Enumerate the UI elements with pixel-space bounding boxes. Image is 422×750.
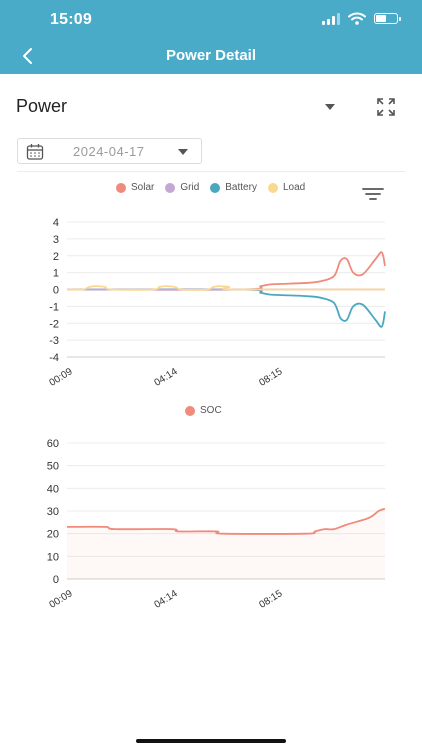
x-tick-label: 04:14 xyxy=(152,588,179,611)
x-tick-label: 08:15 xyxy=(257,366,284,389)
legend-dot-solar xyxy=(116,182,126,193)
x-tick-label: 00:09 xyxy=(48,366,75,389)
y-tick-label: 10 xyxy=(47,551,59,563)
y-tick-label: 60 xyxy=(47,438,59,450)
wifi-icon xyxy=(348,12,366,25)
series-line-load xyxy=(66,285,386,291)
home-indicator xyxy=(136,739,286,743)
y-tick-label: 30 xyxy=(47,506,59,518)
power-selector[interactable]: Power xyxy=(16,94,406,120)
y-tick-label: 1 xyxy=(53,268,59,280)
soc-chart-legend: SOC xyxy=(185,405,222,416)
soc-chart: 60 50 40 30 20 10 0 00:09 04:14 08:15 xyxy=(47,438,386,611)
signal-icon xyxy=(322,12,340,25)
x-tick-label: 00:09 xyxy=(48,588,75,611)
y-tick-label: -3 xyxy=(49,335,59,347)
legend-label-grid: Grid xyxy=(180,182,200,193)
chevron-down-icon[interactable] xyxy=(178,148,188,156)
legend-label-battery: Battery xyxy=(225,182,257,193)
legend-label-soc: SOC xyxy=(200,405,222,416)
y-tick-label: 3 xyxy=(53,234,59,246)
legend-dot-battery xyxy=(210,182,221,193)
legend-dot-load xyxy=(267,182,278,193)
y-tick-label: 40 xyxy=(47,483,59,495)
series-line-solar xyxy=(66,251,386,291)
series-area-soc xyxy=(67,508,385,579)
y-tick-label: -4 xyxy=(49,352,59,364)
series-line-battery xyxy=(66,288,386,328)
legend-item-battery[interactable]: Battery xyxy=(210,182,257,193)
divider xyxy=(17,171,405,172)
y-tick-label: 0 xyxy=(53,285,59,297)
date-value: 2024-04-17 xyxy=(73,144,145,159)
power-chart: 4 3 2 1 0 -1 -2 -3 -4 00:09 04:14 08:15 xyxy=(48,217,386,389)
legend-dot-grid xyxy=(165,182,176,193)
date-picker[interactable]: 2024-04-17 xyxy=(17,138,202,164)
y-tick-label: 4 xyxy=(53,217,59,229)
x-tick-label: 08:15 xyxy=(257,588,284,611)
expand-icon[interactable] xyxy=(376,97,396,117)
legend-item-soc[interactable]: SOC xyxy=(185,405,222,416)
y-tick-label: -2 xyxy=(49,318,59,330)
y-tick-label: 20 xyxy=(47,529,59,541)
power-chart-legend: Solar Grid Battery Load xyxy=(116,182,305,193)
legend-label-solar: Solar xyxy=(131,182,155,193)
power-selector-label: Power xyxy=(16,96,68,116)
legend-label-load: Load xyxy=(282,182,306,193)
status-time: 15:09 xyxy=(50,11,92,28)
battery-icon xyxy=(374,13,401,24)
dropdown-triangle-icon[interactable] xyxy=(324,101,336,113)
series-line-soc xyxy=(66,507,386,535)
y-tick-label: 2 xyxy=(53,251,59,263)
legend-item-solar[interactable]: Solar xyxy=(116,182,154,193)
x-tick-label: 04:14 xyxy=(152,366,179,389)
filter-icon[interactable] xyxy=(362,186,384,202)
y-tick-label: 0 xyxy=(53,574,59,586)
legend-item-grid[interactable]: Grid xyxy=(165,182,199,193)
legend-dot-soc xyxy=(185,405,195,416)
status-icons xyxy=(322,12,401,25)
back-arrow-icon[interactable] xyxy=(16,44,40,68)
calendar-icon xyxy=(26,144,44,160)
y-tick-label: 50 xyxy=(47,461,59,473)
page-title: Power Detail xyxy=(165,47,257,64)
y-tick-label: -1 xyxy=(49,301,59,313)
app-header: 15:09 Power Detail xyxy=(0,0,422,74)
legend-item-load[interactable]: Load xyxy=(267,182,306,193)
